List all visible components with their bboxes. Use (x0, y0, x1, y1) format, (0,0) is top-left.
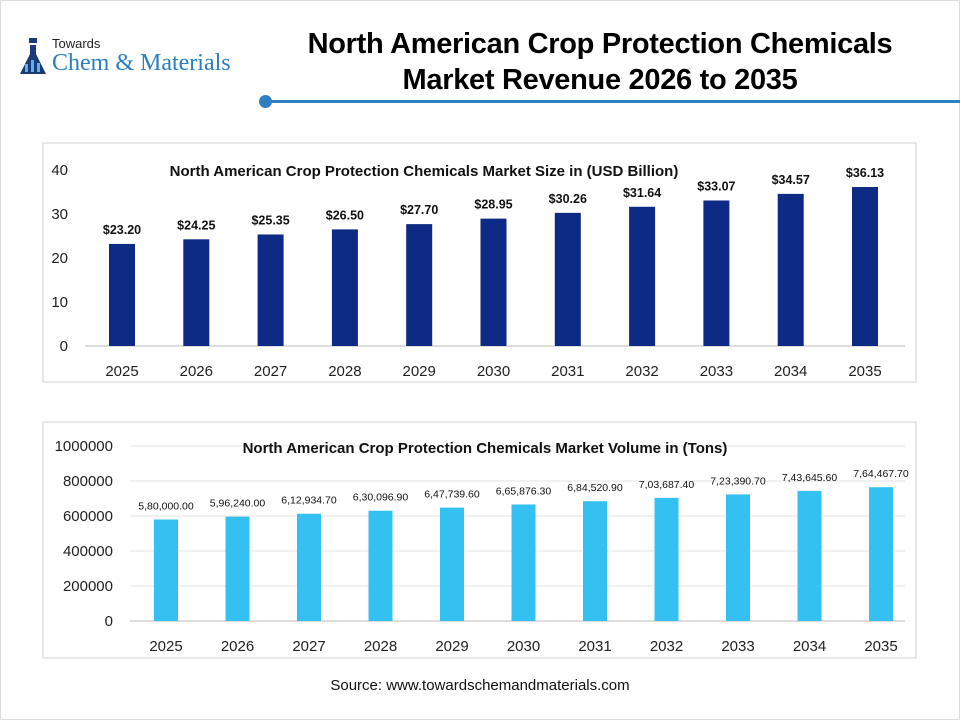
logo-line1: Towards (52, 36, 101, 51)
chart-1-bar (154, 519, 178, 621)
chart-0-x-tick: 2028 (328, 363, 361, 380)
title-line1: North American Crop Protection Chemicals (307, 28, 893, 60)
chart-1-title: North American Crop Protection Chemicals… (243, 440, 728, 457)
title-line2: Market Revenue 2026 to 2035 (402, 64, 798, 96)
logo-line2: Chem & Materials (52, 50, 231, 76)
chart-1-x-tick: 2034 (793, 638, 826, 655)
chart-0-x-tick: 2025 (105, 363, 138, 380)
chart-0-y-tick: 20 (51, 250, 68, 267)
chart-1-x-tick: 2035 (864, 638, 897, 655)
chart-1-y-tick: 400000 (63, 543, 113, 560)
chart-1-data-label: 7,03,687.40 (639, 479, 695, 491)
chart-0-x-tick: 2026 (180, 363, 213, 380)
chart-1-data-label: 6,30,096.90 (353, 492, 409, 504)
chart-0-bar (406, 224, 433, 346)
chart-0-data-label: $34.57 (772, 173, 810, 187)
chart-0-bar (777, 193, 804, 346)
chart-0-x-tick: 2029 (403, 363, 436, 380)
chart-1-data-label: 6,84,520.90 (567, 482, 623, 494)
chart-0-x-tick: 2027 (254, 363, 287, 380)
chart-0-data-label: $25.35 (251, 213, 289, 227)
chart-1-x-tick: 2030 (507, 638, 540, 655)
chart-0-data-label: $26.50 (326, 208, 364, 222)
chart-0-y-tick: 30 (51, 206, 68, 223)
chart-1-y-tick: 0 (105, 613, 113, 630)
chart-1-x-tick: 2025 (149, 638, 182, 655)
chart-0-data-label: $31.64 (623, 186, 661, 200)
chart-0-bar (183, 239, 210, 346)
chart-1-data-label: 5,96,240.00 (210, 498, 266, 510)
chart-1-bar (726, 494, 750, 621)
chart-0-x-tick: 2034 (774, 363, 807, 380)
chart-1-x-tick: 2026 (221, 638, 254, 655)
chart-1-x-tick: 2028 (364, 638, 397, 655)
chart-1-x-tick: 2029 (435, 638, 468, 655)
chart-1-x-tick: 2032 (650, 638, 683, 655)
chart-1-bar (511, 504, 536, 621)
chart-0-y-tick: 0 (60, 338, 68, 355)
chart-0-x-tick: 2031 (551, 363, 584, 380)
title-rule-dot (259, 95, 272, 108)
chart-0-data-label: $28.95 (474, 198, 512, 212)
chart-0-bar (554, 212, 581, 346)
chart-1-data-label: 6,47,739.60 (424, 489, 480, 501)
chart-1-y-tick: 600000 (63, 508, 113, 525)
chart-0-y-tick: 10 (51, 294, 68, 311)
chart-1-data-label: 7,64,467.70 (853, 468, 909, 480)
chart-1-x-tick: 2033 (721, 638, 754, 655)
chart-1-y-tick: 1000000 (55, 438, 113, 455)
chart-1-data-label: 5,80,000.00 (138, 501, 194, 513)
chart-0-bar (331, 229, 358, 346)
chart-0-bar (629, 206, 656, 346)
chart-1-x-tick: 2027 (292, 638, 325, 655)
chart-0-data-label: $23.20 (103, 223, 141, 237)
chart-1-bar (440, 507, 464, 621)
chart-0-bar (480, 218, 507, 346)
chart-0-data-label: $27.70 (400, 203, 438, 217)
chart-0-y-tick: 40 (51, 162, 68, 179)
logo: Towards Chem & Materials (18, 36, 268, 80)
chart-0-data-label: $24.25 (177, 218, 215, 232)
chart-1-data-label: 6,65,876.30 (496, 485, 552, 497)
chart-0-x-tick: 2035 (848, 363, 881, 380)
chart-0-bar (109, 243, 135, 346)
chart-1-bar (368, 510, 393, 621)
chart-0-x-tick: 2033 (700, 363, 733, 380)
chart-1-bar (583, 501, 607, 621)
chart-1-y-tick: 800000 (63, 473, 113, 490)
chart-1-bar (797, 490, 822, 621)
flask-icon (20, 38, 46, 74)
chart-0-data-label: $33.07 (697, 179, 735, 193)
source-text: Source: www.towardschemandmaterials.com (330, 677, 630, 694)
chart-1-bar (654, 497, 679, 621)
chart-1-bar (869, 487, 893, 621)
chart-0-bar (257, 234, 284, 346)
chart-0-x-tick: 2032 (625, 363, 658, 380)
chart-1-data-label: 7,23,390.70 (710, 475, 766, 487)
page-title: North American Crop Protection Chemicals… (270, 26, 930, 98)
chart-0-bar (852, 187, 878, 346)
chart-0-bar (703, 200, 730, 346)
chart-1-x-tick: 2031 (578, 638, 611, 655)
chart-1-bar (225, 516, 250, 621)
chart-0-x-tick: 2030 (477, 363, 510, 380)
chart-1-frame (42, 421, 917, 659)
chart-1-data-label: 6,12,934.70 (281, 495, 337, 507)
chart-1-y-tick: 200000 (63, 578, 113, 595)
chart-0-title: North American Crop Protection Chemicals… (170, 163, 679, 180)
chart-0-data-label: $30.26 (549, 192, 587, 206)
chart-0-data-label: $36.13 (846, 166, 884, 180)
chart-1-bar (297, 513, 321, 621)
chart-1-data-label: 7,43,645.60 (782, 472, 838, 484)
title-rule (266, 100, 960, 103)
